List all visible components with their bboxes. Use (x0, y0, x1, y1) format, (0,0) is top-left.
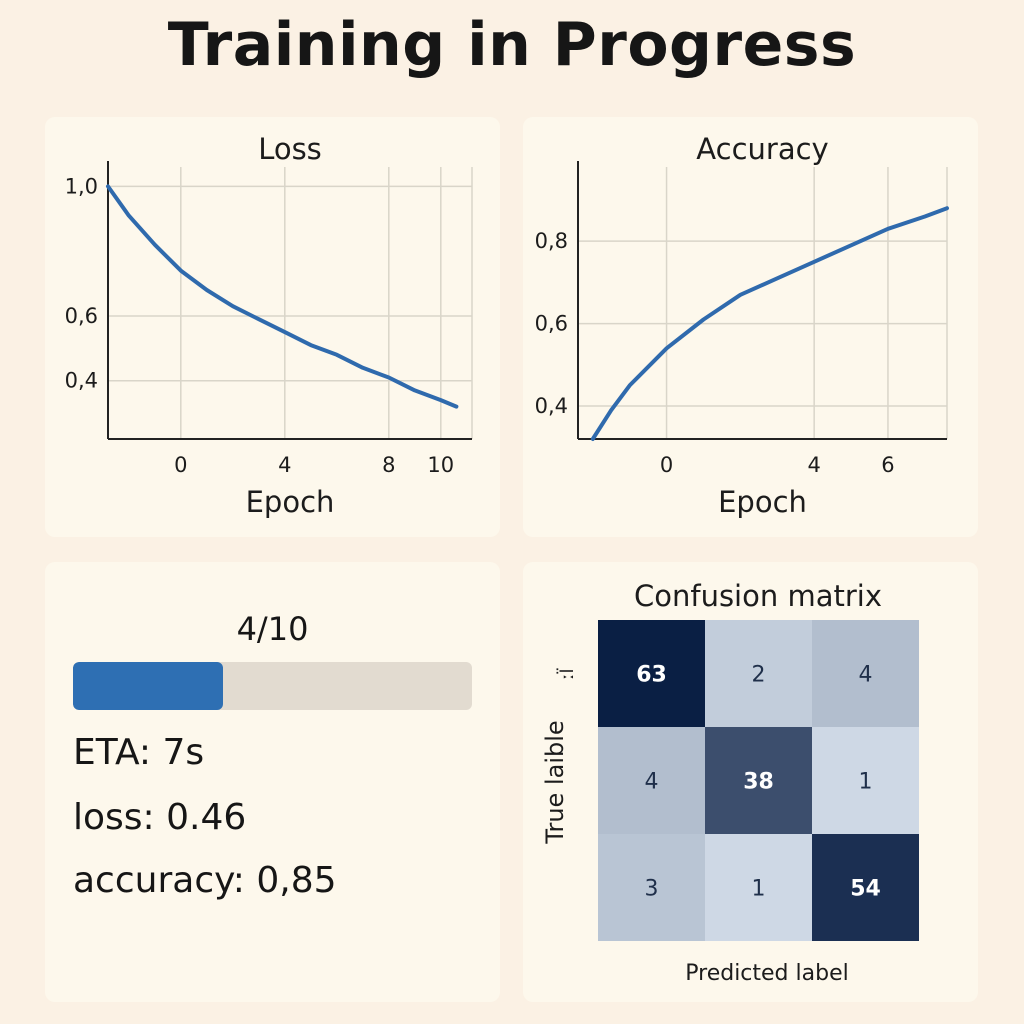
matrix-cell-value: 54 (850, 877, 881, 902)
x-tick-label: 6 (881, 453, 894, 477)
x-tick-label: 10 (427, 453, 454, 477)
matrix-cell-value: 1 (859, 770, 873, 795)
matrix-cell-value: 63 (636, 663, 667, 688)
loss-chart: Loss 0 4 8 10 1,0 0,6 0,4 Epoch (65, 132, 473, 519)
x-axis-label: Epoch (718, 485, 807, 519)
matrix-cell (812, 620, 919, 727)
matrix-cell-value: 4 (859, 663, 873, 688)
y-tick-label: 0,6 (535, 312, 568, 336)
matrix-cell-value: 4 (645, 770, 659, 795)
x-tick-label: 0 (174, 453, 187, 477)
x-tick-label: 8 (382, 453, 395, 477)
loss-value: loss: 0.46 (73, 797, 247, 838)
progress-card: 4/10 ETA: 7s loss: 0.46 accuracy: 0,85 (45, 562, 500, 1002)
y-tick-label: 0,6 (65, 304, 98, 328)
x-tick-label: 4 (807, 453, 820, 477)
progress-bar (73, 662, 472, 710)
matrix-cell (598, 727, 705, 834)
accuracy-value: accuracy: 0,85 (73, 860, 337, 901)
accuracy-chart: Accuracy 0 4 6 0,8 0,6 0,4 Epoch (535, 132, 949, 519)
matrix-cell-value: 1 (752, 877, 766, 902)
x-tick-label: 4 (278, 453, 291, 477)
matrix-cell (705, 727, 812, 834)
y-axis-extra-label: ːl̈ (557, 668, 578, 680)
series-line (590, 206, 949, 441)
confusion-matrix-chart: Confusion matrix 63 2 4 4 38 1 3 1 54 Predicted la… (541, 579, 919, 986)
x-axis-label: Epoch (246, 485, 335, 519)
chart-title: Accuracy (696, 132, 828, 166)
matrix-cell (705, 620, 812, 727)
matrix-cell (598, 620, 705, 727)
chart-title: Loss (258, 132, 322, 166)
x-axis-label: Predicted label (685, 961, 848, 986)
matrix-cell (705, 834, 812, 941)
epoch-progress-label: 4/10 (236, 610, 309, 648)
accuracy-chart-card: Accuracy 0 4 6 0,8 0,6 0,4 Epoch (523, 117, 978, 537)
matrix-cell (812, 834, 919, 941)
matrix-cell (812, 727, 919, 834)
y-tick-label: 0,8 (535, 229, 568, 253)
confusion-matrix-card: Confusion matrix 63 2 4 4 38 1 3 1 54 Predicted la… (523, 562, 978, 1002)
chart-title: Confusion matrix (634, 579, 882, 613)
y-axis-label: True laible (541, 720, 569, 844)
series-line (106, 184, 459, 409)
x-tick-label: 0 (660, 453, 673, 477)
matrix-cell (598, 834, 705, 941)
page-title: Training in Progress (167, 10, 857, 80)
matrix-cell-value: 2 (752, 663, 766, 688)
y-tick-label: 0,4 (65, 369, 98, 393)
y-tick-label: 1,0 (65, 174, 98, 198)
eta-text: ETA: 7s (73, 732, 205, 773)
matrix-cell-value: 38 (743, 770, 774, 795)
loss-chart-card: Loss 0 4 8 10 1,0 0,6 0,4 Epoch (45, 117, 500, 537)
matrix-cell-value: 3 (645, 877, 659, 902)
y-tick-label: 0,4 (535, 394, 568, 418)
progress-bar-fill (73, 662, 223, 710)
